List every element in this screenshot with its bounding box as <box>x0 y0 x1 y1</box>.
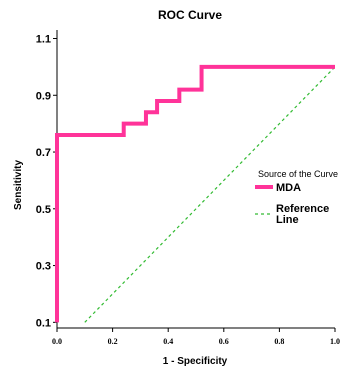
legend-title: Source of the Curve <box>258 169 338 179</box>
series-mda-line <box>55 64 335 323</box>
series-layer <box>55 64 336 323</box>
legend-label-reference-line2: Line <box>276 214 299 226</box>
legend-label-mda: MDA <box>276 182 301 194</box>
x-tick-label: 0.2 <box>108 337 118 346</box>
y-tick-label: 1.1 <box>36 34 51 46</box>
axes: 0.1 0.3 0.5 0.7 0.9 1.1 0.0 0.2 0.4 0.6 0.8 1.0 <box>36 30 340 346</box>
legend: Source of the Curve MDA Reference Line <box>255 169 338 226</box>
y-tick-label: 0.7 <box>36 147 51 159</box>
y-tick-label: 0.1 <box>36 317 51 329</box>
x-tick-label: 1.0 <box>330 337 340 346</box>
legend-label-reference: Reference Line <box>276 203 329 226</box>
chart-title: ROC Curve <box>158 8 222 22</box>
y-tick-label: 0.3 <box>36 261 51 273</box>
y-tick-label: 0.9 <box>36 90 51 102</box>
x-tick-label: 0.0 <box>52 337 62 346</box>
y-tick-label: 0.5 <box>36 204 51 216</box>
series-reference-line <box>84 66 336 323</box>
x-tick-label: 0.4 <box>163 337 173 346</box>
x-axis-title: 1 - Specificity <box>163 356 228 367</box>
x-tick-label: 0.6 <box>219 337 229 346</box>
x-tick-label: 0.8 <box>274 337 284 346</box>
y-axis-title: Sensitivity <box>13 160 24 210</box>
legend-label-reference-line1: Reference <box>276 203 329 215</box>
